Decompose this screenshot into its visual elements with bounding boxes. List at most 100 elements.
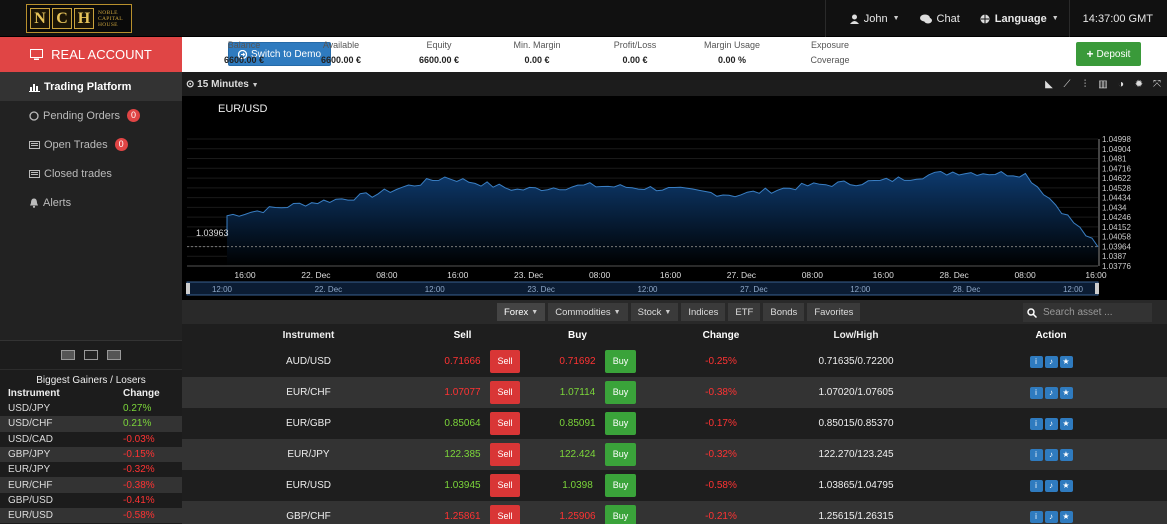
stat-value: 6600.00 € xyxy=(223,55,265,65)
table-row: AUD/USD 0.71666 Sell 0.71692 Buy -0.25% 0.7163… xyxy=(182,346,1167,377)
bell-icon[interactable]: ♪ xyxy=(1044,386,1058,399)
gainers-row[interactable]: EUR/JPY -0.32% xyxy=(0,462,182,477)
timeframe-select[interactable]: ⊙ 15 Minutes ▼ xyxy=(186,79,259,90)
info-icon[interactable]: i xyxy=(1029,448,1043,461)
bell-icon[interactable]: ♪ xyxy=(1044,417,1058,430)
info-icon[interactable]: i xyxy=(1029,355,1043,368)
sell-button[interactable]: Sell xyxy=(490,350,520,373)
contrast-icon[interactable]: ◑ xyxy=(1117,78,1125,90)
row-buy-price: 122.424 xyxy=(559,449,596,460)
gainers-row[interactable]: GBP/JPY -0.15% xyxy=(0,446,182,463)
sell-button[interactable]: Sell xyxy=(490,412,520,435)
buy-button[interactable]: Buy xyxy=(605,381,636,404)
info-icon[interactable]: i xyxy=(1029,479,1043,492)
row-low-high: 0.71635/0.72200 xyxy=(818,356,894,367)
sidebar-item-closed-trades[interactable]: Closed trades xyxy=(0,159,182,188)
gainers-row[interactable]: EUR/USD -0.58% xyxy=(0,508,182,524)
y-tick-label: 1.04246 xyxy=(1102,213,1131,222)
gainers-row[interactable]: USD/CAD -0.03% xyxy=(0,432,182,447)
sell-button[interactable]: Sell xyxy=(490,505,520,524)
col-instrument: Instrument xyxy=(8,388,60,399)
buy-button[interactable]: Buy xyxy=(605,505,636,524)
price-chart[interactable]: ⊙ 15 Minutes ▼ ◣ ⟋ ⫶ ▥ ◑ ✹ ⤧ EUR/USD 1.0… xyxy=(182,72,1167,300)
filter-etf[interactable]: ETF xyxy=(728,303,761,321)
buy-button[interactable]: Buy xyxy=(605,443,636,466)
tab-list-icon[interactable] xyxy=(61,350,75,360)
gainers-row[interactable]: USD/JPY 0.27% xyxy=(0,401,182,416)
row-change: -0.41% xyxy=(123,494,155,506)
ohlc-chart-icon[interactable]: ⫶ xyxy=(1083,78,1087,90)
info-icon[interactable]: i xyxy=(1029,510,1043,523)
filter-commodities[interactable]: Commodities ▼ xyxy=(548,303,628,321)
bell-icon[interactable]: ♪ xyxy=(1044,510,1058,523)
language-menu[interactable]: Language ▼ xyxy=(970,13,1069,25)
star-icon[interactable]: ★ xyxy=(1059,448,1073,461)
row-change: -0.38% xyxy=(123,479,155,491)
line-chart-icon[interactable]: ⟋ xyxy=(1063,78,1071,90)
gainers-losers-header: Instrument Change xyxy=(0,388,182,401)
star-icon[interactable]: ★ xyxy=(1059,479,1073,492)
bell-icon xyxy=(30,198,38,208)
chat-label: Chat xyxy=(936,12,960,25)
sidebar-item-trading-platform[interactable]: Trading Platform xyxy=(0,72,182,101)
row-instrument: GBP/CHF xyxy=(286,511,331,522)
filter-forex[interactable]: Forex ▼ xyxy=(497,303,546,321)
gear-icon[interactable]: ✹ xyxy=(1134,78,1144,90)
row-change: -0.25% xyxy=(705,356,737,367)
buy-button[interactable]: Buy xyxy=(605,350,636,373)
logo[interactable]: N C H NOBLE CAPITAL HOUSE xyxy=(26,4,132,33)
sidebar-item-open-trades[interactable]: Open Trades 0 xyxy=(0,130,182,159)
bell-icon[interactable]: ♪ xyxy=(1044,355,1058,368)
star-icon[interactable]: ★ xyxy=(1059,510,1073,523)
clock: 14:37:00 GMT xyxy=(1070,13,1167,25)
chat-button[interactable]: Chat xyxy=(910,13,970,25)
star-icon[interactable]: ★ xyxy=(1059,355,1073,368)
filter-stock[interactable]: Stock ▼ xyxy=(630,303,679,321)
plus-icon: + xyxy=(1086,47,1094,61)
sidebar-item-alerts[interactable]: Alerts xyxy=(0,188,182,217)
star-icon[interactable]: ★ xyxy=(1059,386,1073,399)
logo-letter: C xyxy=(52,8,72,29)
star-icon[interactable]: ★ xyxy=(1059,417,1073,430)
tab-image-icon[interactable] xyxy=(107,350,121,360)
bell-icon[interactable]: ♪ xyxy=(1044,448,1058,461)
search-input[interactable]: Search asset ... xyxy=(1023,303,1152,322)
row-change: -0.17% xyxy=(705,418,737,429)
sell-button[interactable]: Sell xyxy=(490,381,520,404)
candle-chart-icon[interactable]: ▥ xyxy=(1098,78,1108,90)
real-account-banner[interactable]: REAL ACCOUNT xyxy=(0,37,182,72)
bell-icon[interactable]: ♪ xyxy=(1044,479,1058,492)
gainers-row[interactable]: GBP/USD -0.41% xyxy=(0,493,182,508)
row-instrument: USD/JPY xyxy=(8,403,51,415)
buy-button[interactable]: Buy xyxy=(605,474,636,497)
language-label: Language xyxy=(994,12,1047,25)
col-sell: Sell xyxy=(453,329,472,341)
fullscreen-icon[interactable]: ⤧ xyxy=(1153,78,1161,90)
filter-bonds[interactable]: Bonds xyxy=(763,303,805,321)
filter-favorites[interactable]: Favorites xyxy=(807,303,861,321)
switch-to-demo-button[interactable]: Switch to Demo xyxy=(228,42,331,66)
stat-label: Profit/Loss xyxy=(613,40,657,50)
chevron-down-icon: ▼ xyxy=(664,308,672,316)
row-low-high: 1.03865/1.04795 xyxy=(818,480,894,491)
deposit-button[interactable]: + Deposit xyxy=(1076,42,1141,66)
info-icon[interactable]: i xyxy=(1029,417,1043,430)
info-icon[interactable]: i xyxy=(1029,386,1043,399)
sidebar-item-pending-orders[interactable]: Pending Orders 0 xyxy=(0,101,182,130)
buy-button[interactable]: Buy xyxy=(605,412,636,435)
x-tick-label: 22. Dec xyxy=(301,270,331,280)
gainers-row[interactable]: USD/CHF 0.21% xyxy=(0,416,182,432)
y-tick-label: 1.0387 xyxy=(1102,252,1127,261)
row-instrument: USD/CAD xyxy=(8,433,54,445)
user-menu[interactable]: John ▼ xyxy=(826,13,910,25)
x-tick-label: 28. Dec xyxy=(940,270,970,280)
list-icon xyxy=(29,169,40,178)
gainers-row[interactable]: EUR/CHF -0.38% xyxy=(0,477,182,493)
row-low-high: 1.07020/1.07605 xyxy=(818,387,894,398)
row-actions: i ♪ ★ xyxy=(935,510,1167,523)
tab-monitor-icon[interactable] xyxy=(84,350,98,360)
area-chart-icon[interactable]: ◣ xyxy=(1045,78,1053,90)
sell-button[interactable]: Sell xyxy=(490,474,520,497)
filter-indices[interactable]: Indices xyxy=(681,303,726,321)
sell-button[interactable]: Sell xyxy=(490,443,520,466)
